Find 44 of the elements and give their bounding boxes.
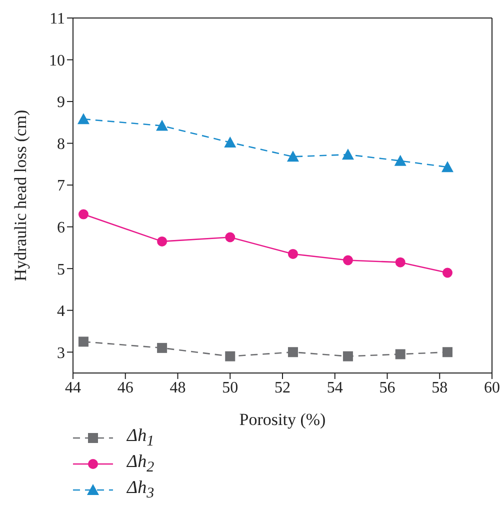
- point: [224, 136, 236, 148]
- y-tick-label: 7: [57, 178, 65, 195]
- point: [78, 336, 88, 347]
- point: [441, 161, 454, 172]
- y-axis-title: Hydraulic head loss (cm): [11, 110, 30, 282]
- point: [442, 347, 452, 358]
- x-tick-label: 52: [274, 379, 290, 396]
- point: [225, 232, 236, 242]
- x-tick-label: 48: [170, 379, 186, 396]
- point: [77, 113, 90, 124]
- x-tick-label: 44: [65, 379, 81, 396]
- x-tick-label: 60: [484, 379, 500, 396]
- point: [157, 342, 168, 353]
- point: [395, 349, 406, 360]
- point: [442, 268, 452, 278]
- legend-label: Δh$_{1}$: [127, 425, 154, 451]
- point: [225, 351, 236, 362]
- x-tick-label: 56: [379, 379, 396, 396]
- y-tick-label: 9: [57, 94, 65, 112]
- point: [288, 347, 298, 358]
- y-tick-label: 11: [50, 10, 65, 28]
- legend-label: Δh$_{2}$: [127, 451, 154, 477]
- point: [288, 248, 298, 259]
- legend-label: Δh$_{3}$: [127, 477, 154, 503]
- x-tick-label: 54: [326, 379, 343, 396]
- point: [342, 255, 353, 266]
- point: [157, 236, 168, 246]
- y-tick-label: 5: [57, 261, 65, 278]
- point: [342, 351, 353, 362]
- point: [286, 150, 299, 162]
- y-tick-label: 10: [49, 52, 65, 70]
- x-axis-title: Porosity (%): [239, 410, 326, 429]
- y-tick-label: 3: [57, 344, 65, 362]
- point: [78, 209, 88, 220]
- point: [342, 148, 354, 160]
- x-tick-label: 50: [222, 379, 238, 396]
- y-tick-label: 4: [57, 303, 65, 320]
- point: [156, 120, 168, 131]
- x-tick-label: 58: [432, 379, 448, 396]
- point: [394, 154, 406, 166]
- y-tick-label: 6: [57, 220, 65, 237]
- y-tick-label: 8: [57, 136, 65, 153]
- x-tick-label: 46: [117, 379, 134, 396]
- point: [395, 257, 406, 268]
